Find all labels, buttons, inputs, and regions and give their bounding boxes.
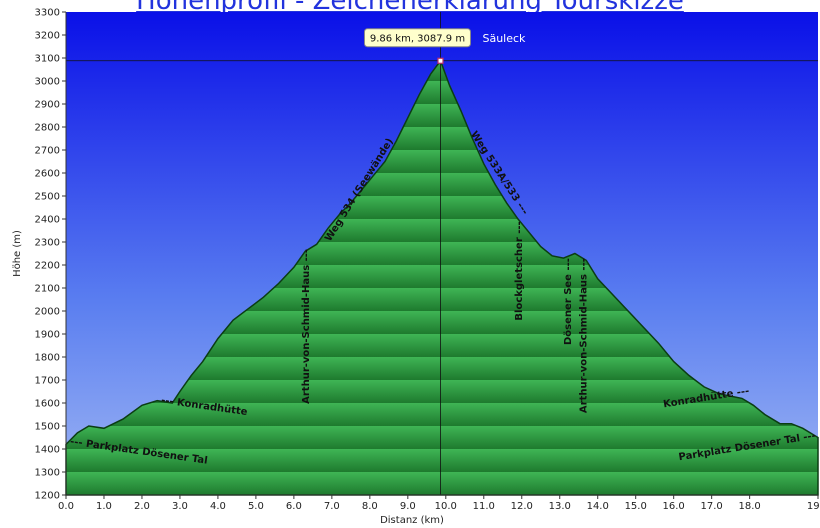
x-tick-label: 12.0 xyxy=(511,501,533,512)
terrain-band xyxy=(66,311,818,334)
y-tick-label: 1700 xyxy=(35,376,60,387)
y-tick-label: 2900 xyxy=(35,100,60,111)
y-tick-label: 1900 xyxy=(35,330,60,341)
y-tick-label: 3200 xyxy=(35,31,60,42)
waypoint-annotation: Blockgletscher --- xyxy=(514,221,525,320)
x-tick-label: 15.0 xyxy=(625,501,647,512)
x-tick-label: 4.0 xyxy=(210,501,226,512)
x-tick-label: 14.0 xyxy=(587,501,609,512)
y-tick-label: 1600 xyxy=(35,399,60,410)
x-tick-label: 8.0 xyxy=(362,501,378,512)
peak-marker[interactable] xyxy=(437,57,444,64)
terrain-band xyxy=(66,334,818,357)
terrain-band xyxy=(66,472,818,495)
y-tick-label: 1200 xyxy=(35,491,60,502)
x-tick-label: 1.0 xyxy=(96,501,112,512)
y-tick-label: 2300 xyxy=(35,238,60,249)
terrain-band xyxy=(66,380,818,403)
marker-tooltip-text: 9.86 km, 3087.9 m xyxy=(370,33,465,44)
terrain-band xyxy=(66,357,818,380)
y-tick-label: 3000 xyxy=(35,77,60,88)
x-tick-label: 11.0 xyxy=(473,501,495,512)
y-tick-label: 1800 xyxy=(35,353,60,364)
x-tick-label: 9.0 xyxy=(400,501,416,512)
x-tick-label: 10.0 xyxy=(435,501,457,512)
y-tick-label: 2500 xyxy=(35,192,60,203)
x-tick-label: 7.0 xyxy=(324,501,340,512)
x-tick-label: 6.0 xyxy=(286,501,302,512)
x-tick-label: 17.0 xyxy=(701,501,723,512)
y-tick-label: 3100 xyxy=(35,54,60,65)
elevation-series-line xyxy=(65,59,819,496)
y-tick-label: 2200 xyxy=(35,261,60,272)
y-tick-label: 2000 xyxy=(35,307,60,318)
x-tick-label: 18.0 xyxy=(739,501,761,512)
x-tick-label: 3.0 xyxy=(172,501,188,512)
y-tick-label: 2700 xyxy=(35,146,60,157)
waypoint-annotation: Arthur-von-Schmid-Haus --- xyxy=(578,258,589,413)
y-tick-label: 2100 xyxy=(35,284,60,295)
x-tick-label: 2.0 xyxy=(134,501,150,512)
page-title: Höhenprofil - Zeichenerklärung Tourskizz… xyxy=(0,0,820,14)
terrain-band xyxy=(66,449,818,472)
y-tick-label: 2400 xyxy=(35,215,60,226)
peak-name-label: Säuleck xyxy=(482,32,526,45)
x-axis-label: Distanz (km) xyxy=(380,515,444,526)
x-tick-label: 0.0 xyxy=(58,501,74,512)
x-tick-label: 5.0 xyxy=(248,501,264,512)
y-tick-label: 1300 xyxy=(35,468,60,479)
terrain-band xyxy=(66,426,818,449)
y-tick-label: 1400 xyxy=(35,445,60,456)
x-tick-label: 16.0 xyxy=(663,501,685,512)
waypoint-annotation: Dösener See --- xyxy=(563,258,574,345)
marker-tooltip xyxy=(363,28,471,48)
x-tick-label: 19.8 xyxy=(807,501,820,512)
y-tick-label: 2600 xyxy=(35,169,60,180)
terrain-band xyxy=(66,403,818,426)
x-tick-label: 13.0 xyxy=(549,501,571,512)
y-tick-label: 3300 xyxy=(35,8,60,19)
y-tick-label: 2800 xyxy=(35,123,60,134)
y-tick-label: 1500 xyxy=(35,422,60,433)
waypoint-annotation: Arthur-von-Schmid-Haus --- xyxy=(301,249,312,404)
y-axis-label: Höhe (m) xyxy=(12,230,23,277)
